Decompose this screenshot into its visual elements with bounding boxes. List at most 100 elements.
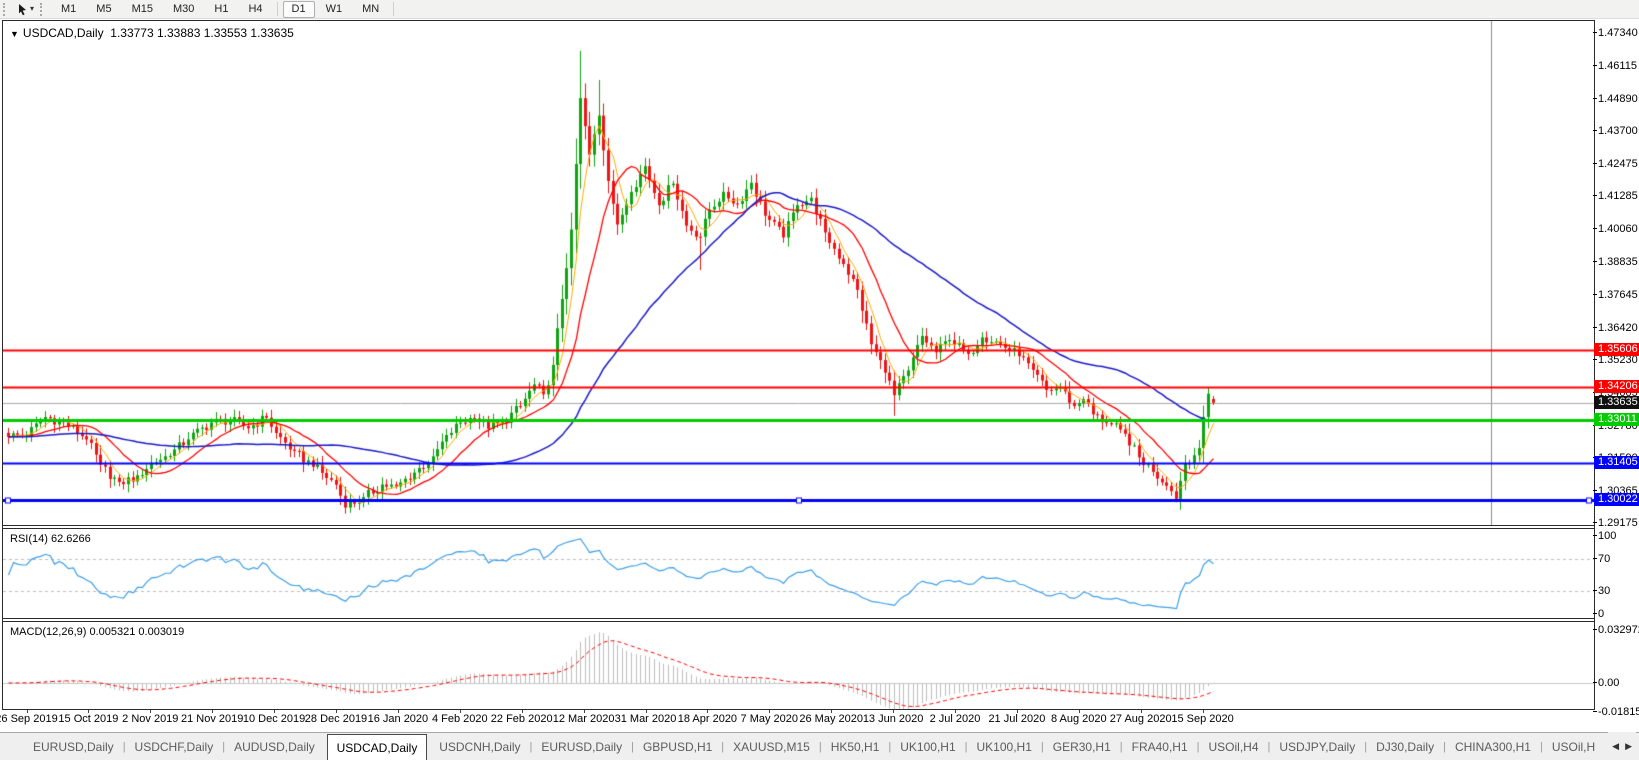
timeframe-button-h1[interactable]: H1 [214,2,229,15]
timeframe-toolbar: ▾ M1 M5 M15 M30 H1 H4 D1 W1 MN [0,0,1639,19]
chart-symbol: USDCAD,Daily [22,26,104,40]
tab-separator: | [721,740,725,753]
chart-tab-eurusd-daily[interactable]: EURUSD,Daily [33,739,114,754]
timeframe-button-mn[interactable]: MN [362,2,380,15]
date-axis-label: 22 Feb 2020 [490,713,553,725]
timeframe-button-m15[interactable]: M15 [131,2,153,15]
rsi-chart-canvas[interactable] [3,529,1594,618]
toolbar-drag-grip[interactable] [40,2,47,16]
chart-title: ▼ USDCAD,Daily 1.33773 1.33883 1.33553 1.… [10,26,294,40]
timeframe-buttons: M1 M5 M15 M30 H1 H4 D1 W1 MN [51,0,389,18]
rsi-indicator-label: RSI(14) 62.6266 [10,533,91,545]
date-axis-label: 15 Sep 2020 [1171,713,1234,725]
tab-separator: | [818,740,822,753]
macd-indicator-label: MACD(12,26,9) 0.005321 0.003019 [10,626,185,638]
macd-axis-tick: 0.032972 [1593,623,1639,636]
timeframe-button-m5[interactable]: M5 [96,2,112,15]
timeframe-button-m30[interactable]: M30 [172,2,195,15]
date-axis-label: 7 May 2020 [740,713,799,725]
tab-scroll-left-icon[interactable]: ◀ [1612,740,1620,751]
macd-pane: MACD(12,26,9) 0.005321 0.003019 [3,622,1594,709]
macd-chart-canvas[interactable] [3,622,1594,709]
date-axis-label: 12 Mar 2020 [552,713,615,725]
tab-separator: | [222,740,226,753]
price-line-label-1.35606: 1.35606 [1594,342,1639,356]
chart-ohlc-values: 1.33773 1.33883 1.33553 1.33635 [110,26,294,40]
date-axis-label: 26 May 2020 [799,713,863,725]
date-axis-label: 21 Nov 2019 [180,713,244,725]
chart-tab-china300-h1[interactable]: CHINA300,H1 [1454,739,1531,754]
chart-tab-xauusd-m15[interactable]: XAUUSD,M15 [733,739,810,754]
macd-axis-tick: 0.00 [1593,677,1639,689]
chart-tab-usoil-h4[interactable]: USOil,H4 [1208,739,1259,754]
price-line-label-1.31405: 1.31405 [1594,455,1639,469]
price-scale-axis[interactable]: 1.47340 1.46115 1.44890 1.43700 1.42475 1.412… [1593,0,1639,760]
timeframe-button-d1[interactable]: D1 [282,0,315,18]
chart-tab-uk100-h1[interactable]: UK100,H1 [900,739,956,754]
price-line-label-1.33011: 1.33011 [1594,412,1639,426]
rsi-axis-tick: 0 [1593,608,1639,620]
tab-separator: | [964,740,968,753]
date-axis-tick [459,710,461,713]
symbol-dropdown-icon[interactable]: ▼ [10,29,19,39]
tab-separator: | [1539,740,1543,753]
date-axis-tick [521,710,523,713]
chart-tab-dj30-daily[interactable]: DJ30,Daily [1376,739,1435,754]
date-axis-tick [955,710,956,713]
chart-tab-usdcnh-daily[interactable]: USDCNH,Daily [439,739,521,754]
price-axis-tick: 1.44890 [1593,93,1638,106]
chart-tab-fra40-h1[interactable]: FRA40,H1 [1131,739,1188,754]
price-axis-tick: 1.37645 [1593,288,1638,301]
macd-axis-tick: -0.018154 [1593,706,1639,719]
date-scale-axis[interactable]: 26 Sep 2019 15 Oct 2019 2 Nov 2019 21 Nov 2… [0,710,1595,732]
cursor-tool-button[interactable]: ▾ [14,1,37,17]
date-axis-tick [831,710,833,713]
timeframe-button-w1[interactable]: W1 [325,2,343,15]
date-axis-tick [88,710,90,713]
price-axis-tick: 1.47340 [1593,27,1638,39]
tab-separator: | [1040,740,1044,753]
chart-tab-ger30-h1[interactable]: GER30,H1 [1052,739,1111,754]
price-axis-tick: 1.40060 [1593,223,1638,236]
chart-tab-usdchf-daily[interactable]: USDCHF,Daily [134,739,214,754]
date-axis-tick [26,710,28,713]
tab-separator: | [1119,740,1123,753]
price-pane: ▼ USDCAD,Daily 1.33773 1.33883 1.33553 1.… [3,21,1594,525]
chart-tab-gbpusd-h1[interactable]: GBPUSD,H1 [642,739,713,754]
date-axis-label: 27 Aug 2020 [1109,713,1172,725]
date-axis-label: 31 Mar 2020 [614,713,677,725]
date-axis-tick [893,710,895,713]
price-axis-tick: 1.42475 [1593,158,1638,171]
rsi-pane: RSI(14) 62.6266 [3,529,1594,618]
price-line-label-1.34206: 1.34206 [1594,380,1639,394]
timeframe-button-m1[interactable]: M1 [61,2,77,15]
date-axis-tick [274,710,276,713]
date-axis-tick [1140,710,1142,713]
rsi-axis-tick: 30 [1593,585,1639,597]
chart-tab-hk50-h1[interactable]: HK50,H1 [830,739,880,754]
rsi-axis-tick: 70 [1593,553,1639,565]
chart-tab-uk100-h1[interactable]: UK100,H1 [976,739,1032,754]
pane-separator[interactable] [3,525,1594,529]
chart-tab-usdjpy-daily[interactable]: USDJPY,Daily [1279,739,1356,754]
chart-tab-usoil-h[interactable]: USOil,H [1551,739,1596,754]
chart-tab-usdcad-daily[interactable]: USDCAD,Daily [326,734,428,760]
date-axis-label: 2 Nov 2019 [122,713,179,725]
timeframe-button-h4[interactable]: H4 [248,2,263,15]
date-axis-tick [1078,710,1080,713]
price-axis-tick: 1.35230 [1593,353,1638,366]
chart-tab-eurusd-daily[interactable]: EURUSD,Daily [541,739,623,754]
toolbar-separator [393,2,395,16]
price-chart-canvas[interactable] [3,21,1594,525]
price-axis-tick: 1.46115 [1593,60,1639,72]
date-axis-tick [397,710,399,713]
tab-scroll-right-icon[interactable]: ▶ [1625,740,1632,751]
chart-tab-audusd-daily[interactable]: AUDUSD,Daily [234,739,315,754]
pane-separator[interactable] [3,618,1594,622]
dropdown-caret-icon[interactable]: ▾ [30,4,35,13]
toolbar-drag-grip[interactable] [3,2,10,16]
chart-tab-bar: EURUSD,Daily | USDCHF,Daily | AUDUSD,Daily | U… [0,732,1639,760]
price-axis-tick: 1.41285 [1593,190,1638,203]
tab-separator: | [1267,740,1271,753]
